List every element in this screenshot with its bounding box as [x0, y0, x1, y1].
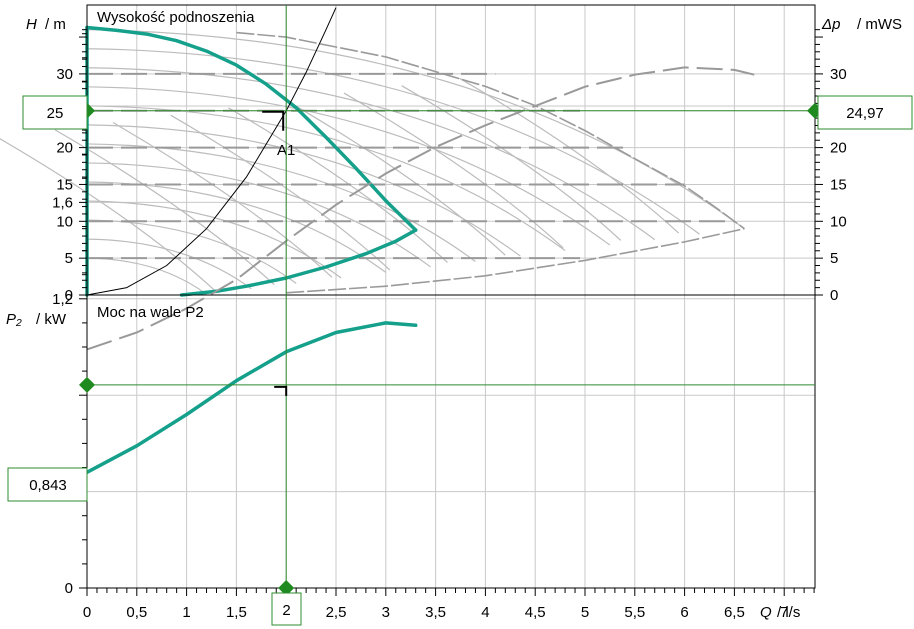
right-y-tick-label: 20 [830, 140, 847, 157]
right-y-tick-label: 30 [830, 66, 847, 83]
curves [0, 7, 755, 475]
delta-p-value-box [817, 95, 913, 130]
right-y-axis-unit: / mWS [857, 16, 902, 33]
x-tick-label: 4,5 [525, 604, 546, 621]
left-y-tick-label: 5 [65, 250, 73, 267]
head-curve-operating [85, 25, 418, 232]
speed-curve [86, 143, 476, 262]
power-curve-operating [85, 321, 418, 475]
plot-frame [86, 4, 816, 589]
x-tick-label: 4 [481, 604, 489, 621]
operating-cursor [79, 5, 823, 596]
power-marker [79, 376, 95, 393]
x-tick-label: 5,5 [624, 604, 645, 621]
speed-curve [86, 124, 521, 257]
left-y-tick-label: 30 [56, 66, 73, 83]
right-y-axis-symbol: Δp [821, 16, 840, 33]
x-tick-label: 6,5 [724, 604, 745, 621]
flow-marker [278, 580, 295, 596]
left-y-tick-label: 0 [65, 287, 73, 304]
head-value-label: 25 [47, 105, 64, 122]
x-axis-symbol: Q [760, 604, 772, 621]
head-value-box [22, 95, 88, 130]
efficiency-curve [343, 92, 564, 249]
x-tick-label: 7 [780, 604, 788, 621]
speed-curve [86, 105, 566, 252]
x-tick-label: 3 [382, 604, 390, 621]
speed-curve [86, 67, 656, 241]
x-tick-label: 6 [680, 604, 688, 621]
right-y-tick-label: 0 [830, 287, 838, 304]
flow-value-label: 2 [282, 602, 290, 619]
right-y-tick-label: 5 [830, 250, 838, 267]
x-tick-label: 1,5 [226, 604, 247, 621]
x-axis-unit: / l/s [777, 604, 800, 621]
x-tick-label: 3,5 [425, 604, 446, 621]
power-y-tick-label: 1,6 [52, 194, 73, 211]
head-curve-minimum [179, 228, 418, 297]
power-y-tick-label: 0 [65, 580, 73, 597]
speed-curve [86, 238, 252, 290]
power-y-axis-unit: / kW [36, 311, 67, 328]
head-curve-maximum [236, 31, 745, 230]
power-value-box [7, 467, 88, 502]
x-tick-label: 2,5 [326, 604, 347, 621]
speed-curve [86, 219, 297, 284]
right-y-tick-label: 10 [830, 213, 847, 230]
x-tick-label: 0 [83, 604, 91, 621]
power-curve-maximum [86, 66, 755, 351]
speed-curve [86, 29, 745, 230]
efficiency-curve [228, 107, 448, 264]
speed-curve [86, 86, 611, 246]
power-y-axis-symbol: P₂ [6, 311, 22, 328]
speed-curve [86, 48, 700, 235]
delta-p-value-label: 24,97 [846, 105, 884, 122]
grid [87, 5, 815, 588]
left-y-tick-label: 20 [56, 140, 73, 157]
efficiency-curve [0, 138, 217, 293]
head-curve-system-curve [86, 7, 337, 296]
left-y-axis-symbol: H [26, 16, 37, 33]
flow-value-box [271, 592, 302, 626]
power-value-label: 0,843 [29, 477, 67, 494]
power-panel-title: Moc na wale P2 [97, 304, 204, 321]
x-tick-label: 0,5 [126, 604, 147, 621]
duty-point-mark [262, 110, 285, 131]
efficiency-curve [459, 77, 680, 234]
power-duty-mark [274, 385, 288, 396]
left-y-tick-label: 15 [56, 176, 73, 193]
x-tick-label: 5 [581, 604, 589, 621]
head-panel-title: Wysokość podnoszenia [97, 9, 255, 26]
head-curve-maximum-lower [286, 227, 745, 294]
right-y-tick-label: 15 [830, 176, 847, 193]
left-y-axis-unit: / m [45, 16, 66, 33]
power-y-tick-label: 1,2 [52, 291, 73, 308]
x-tick-label: 1 [182, 604, 190, 621]
axes [79, 4, 823, 596]
left-y-tick-label: 10 [56, 213, 73, 230]
efficiency-curve [285, 99, 506, 256]
